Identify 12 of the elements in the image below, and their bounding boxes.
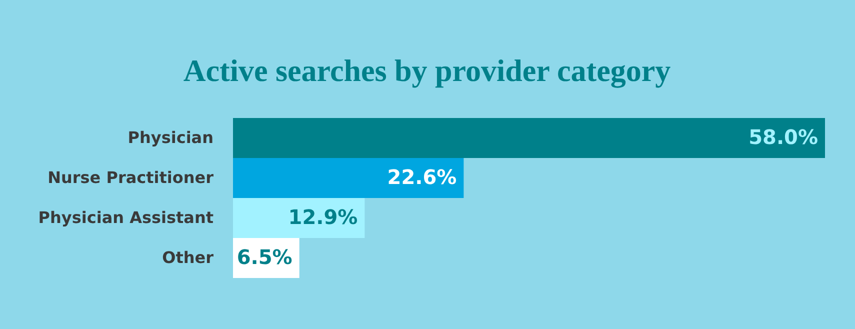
y-tick-label: Other [162, 248, 214, 267]
bar [233, 158, 464, 198]
chart-title: Active searches by provider category [183, 53, 672, 88]
y-tick-label: Physician Assistant [38, 208, 214, 227]
bar [233, 198, 365, 238]
data-label: 22.6% [387, 165, 457, 189]
data-label: 58.0% [748, 125, 818, 149]
bar [233, 118, 825, 158]
y-tick-label: Nurse Practitioner [48, 168, 214, 187]
data-label: 12.9% [288, 205, 358, 229]
y-tick-label: Physician [128, 128, 214, 147]
data-label: 6.5% [236, 245, 292, 269]
